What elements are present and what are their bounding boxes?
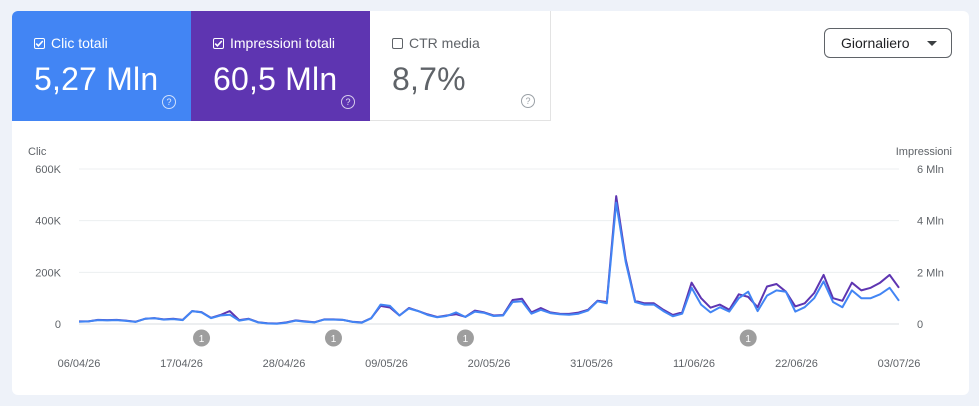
performance-card: Clic totali 5,27 Mln ? Impressioni total… (12, 11, 969, 395)
annotation-label: 1 (745, 334, 751, 345)
grid-layer (79, 168, 899, 325)
series-line-clicks[interactable] (78, 201, 900, 325)
x-tick-label: 09/05/26 (365, 358, 408, 370)
annotation-label: 1 (199, 334, 205, 345)
help-icon[interactable]: ? (521, 94, 535, 108)
right-tick-label: 6 Mln (917, 164, 944, 176)
annotation-label: 1 (331, 334, 337, 345)
left-tick-label: 0 (55, 319, 61, 331)
metric-card-impressions[interactable]: Impressioni totali 60,5 Mln ? (191, 11, 370, 121)
x-tick-label: 06/04/26 (58, 358, 101, 370)
right-tick-label: 4 Mln (917, 216, 944, 228)
performance-chart[interactable]: Clic Impressioni 0 200K 400K 600K 0 2 Mln 4 M… (12, 11, 969, 395)
series-line-impressions[interactable] (79, 195, 900, 325)
granularity-selected-label: Giornaliero (841, 35, 910, 51)
x-tick-label: 03/07/26 (878, 358, 921, 370)
metric-header: CTR media (392, 35, 550, 51)
left-tick-label: 400K (35, 216, 61, 228)
right-axis-ticks: 0 2 Mln 4 Mln 6 Mln (917, 164, 944, 331)
left-tick-label: 200K (35, 267, 61, 279)
x-tick-label: 17/04/26 (160, 358, 203, 370)
x-tick-label: 11/06/26 (673, 358, 715, 370)
x-tick-label: 28/04/26 (263, 358, 306, 370)
x-tick-label: 31/05/26 (570, 358, 613, 370)
help-icon[interactable]: ? (341, 95, 355, 109)
annotation-marker[interactable]: 1 (456, 329, 474, 347)
metric-value: 8,7% (392, 61, 466, 97)
metric-label: CTR media (409, 35, 480, 51)
right-axis-title: Impressioni (896, 146, 952, 158)
annotation-label: 1 (463, 334, 469, 345)
checkbox-unchecked-icon[interactable] (392, 37, 403, 49)
dropdown-arrow-icon (927, 41, 937, 46)
metric-value: 60,5 Mln (213, 61, 338, 97)
right-tick-label: 0 (917, 319, 923, 331)
metric-header: Impressioni totali (213, 35, 370, 51)
annotation-layer: 1 1 1 1 (193, 329, 757, 347)
x-tick-label: 20/05/26 (468, 358, 511, 370)
left-tick-label: 600K (35, 164, 61, 176)
metric-header: Clic totali (34, 35, 191, 51)
annotation-marker[interactable]: 1 (739, 329, 757, 347)
checkbox-checked-icon[interactable] (213, 37, 224, 49)
metric-label: Impressioni totali (230, 35, 336, 51)
x-axis-ticks: 06/04/26 17/04/26 28/04/26 09/05/26 20/05/26… (58, 358, 921, 370)
metric-label: Clic totali (51, 35, 108, 51)
metric-value: 5,27 Mln (34, 61, 159, 97)
metric-card-ctr[interactable]: CTR media 8,7% ? (370, 11, 551, 121)
metric-card-clicks[interactable]: Clic totali 5,27 Mln ? (12, 11, 191, 121)
checkbox-checked-icon[interactable] (34, 37, 45, 49)
series-layer (78, 195, 900, 325)
left-axis-title: Clic (28, 146, 47, 158)
annotation-marker[interactable]: 1 (324, 329, 342, 347)
x-tick-label: 22/06/26 (775, 358, 818, 370)
granularity-dropdown[interactable]: Giornaliero (824, 28, 952, 58)
help-icon[interactable]: ? (162, 95, 176, 109)
right-tick-label: 2 Mln (917, 267, 944, 279)
left-axis-ticks: 0 200K 400K 600K (35, 164, 61, 331)
annotation-marker[interactable]: 1 (193, 329, 211, 347)
